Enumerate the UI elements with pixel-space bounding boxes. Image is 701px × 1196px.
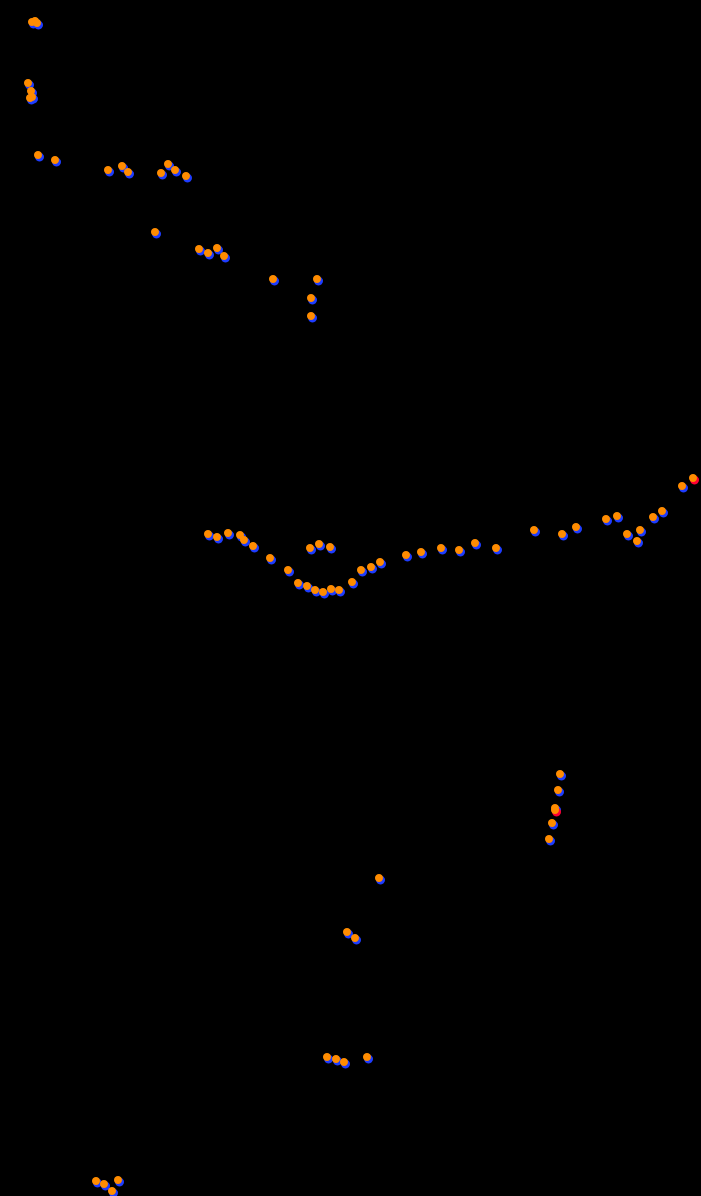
scatter-point [204, 249, 212, 257]
scatter-point [332, 1055, 340, 1063]
scatter-point [376, 558, 384, 566]
scatter-point [545, 835, 553, 843]
scatter-point [33, 19, 41, 27]
scatter-point [367, 563, 375, 571]
scatter-point [249, 542, 257, 550]
scatter-point [118, 162, 126, 170]
scatter-point [34, 151, 42, 159]
scatter-point [114, 1176, 122, 1184]
scatter-plot [0, 0, 701, 1196]
scatter-point [157, 169, 165, 177]
scatter-point [340, 1058, 348, 1066]
plot-background [0, 0, 701, 1196]
scatter-point [551, 806, 559, 814]
scatter-point [24, 79, 32, 87]
scatter-point [636, 526, 644, 534]
scatter-point [284, 566, 292, 574]
scatter-point [220, 252, 228, 260]
scatter-point [613, 512, 621, 520]
scatter-point [92, 1177, 100, 1185]
scatter-point [492, 544, 500, 552]
scatter-point [323, 1053, 331, 1061]
scatter-point [471, 539, 479, 547]
scatter-point [633, 537, 641, 545]
scatter-point [623, 530, 631, 538]
scatter-point [402, 551, 410, 559]
scatter-point [417, 548, 425, 556]
scatter-point [306, 544, 314, 552]
scatter-point [554, 786, 562, 794]
scatter-point [195, 245, 203, 253]
scatter-point [343, 928, 351, 936]
scatter-point [311, 586, 319, 594]
scatter-point [124, 168, 132, 176]
scatter-point [151, 228, 159, 236]
scatter-point [108, 1187, 116, 1195]
scatter-point [351, 934, 359, 942]
scatter-point [313, 275, 321, 283]
scatter-point [326, 543, 334, 551]
scatter-point [363, 1053, 371, 1061]
scatter-point [294, 579, 302, 587]
scatter-point [689, 474, 697, 482]
scatter-point [171, 166, 179, 174]
scatter-point [240, 536, 248, 544]
scatter-point [530, 526, 538, 534]
scatter-point [548, 819, 556, 827]
scatter-point [28, 93, 36, 101]
scatter-point [51, 156, 59, 164]
scatter-point [327, 585, 335, 593]
scatter-point [204, 530, 212, 538]
scatter-point [307, 294, 315, 302]
scatter-point [303, 582, 311, 590]
scatter-point [678, 482, 686, 490]
scatter-point [455, 546, 463, 554]
scatter-point [269, 275, 277, 283]
scatter-point [319, 588, 327, 596]
scatter-point [556, 770, 564, 778]
scatter-point [182, 172, 190, 180]
scatter-point [213, 244, 221, 252]
scatter-point [164, 160, 172, 168]
scatter-point [572, 523, 580, 531]
scatter-point [437, 544, 445, 552]
scatter-point [558, 530, 566, 538]
scatter-point [649, 513, 657, 521]
scatter-point [375, 874, 383, 882]
scatter-point [658, 507, 666, 515]
scatter-point [335, 586, 343, 594]
scatter-point [348, 578, 356, 586]
scatter-point [266, 554, 274, 562]
scatter-point [213, 533, 221, 541]
scatter-point [357, 566, 365, 574]
scatter-point [307, 312, 315, 320]
scatter-point [224, 529, 232, 537]
scatter-point [602, 515, 610, 523]
scatter-point [315, 540, 323, 548]
scatter-point [104, 166, 112, 174]
scatter-point [100, 1180, 108, 1188]
